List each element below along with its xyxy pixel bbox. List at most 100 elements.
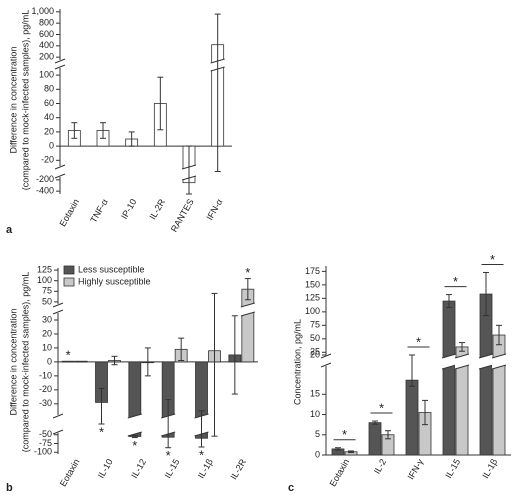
significance-star: *: [342, 427, 347, 442]
x-tick-label: IL-10: [96, 457, 115, 480]
y-tick-label: 125: [37, 264, 52, 274]
x-tick-label: Eotaxin: [58, 457, 82, 488]
y-tick-label: 10: [42, 342, 52, 352]
axis-break: [54, 164, 66, 170]
significance-star: *: [199, 447, 204, 462]
y-tick-label: -20: [39, 384, 52, 394]
y-tick-label: 20: [42, 328, 52, 338]
y-axis-label: (compared to mock-infected samples), pg/…: [20, 272, 30, 453]
y-tick-label: 5: [315, 429, 320, 439]
bar-break-line: [491, 364, 507, 370]
y-axis-label: Concentration, pg/mL: [292, 319, 302, 405]
y-tick-label: -30: [39, 398, 52, 408]
y-axis-label: (compared to mock-infected samples), pg/…: [20, 10, 30, 191]
bar: [492, 334, 506, 456]
y-tick-label: -75: [39, 438, 52, 448]
legend-swatch: [63, 277, 75, 287]
y-tick-label: -100: [34, 447, 52, 457]
legend-label: Highly susceptible: [78, 276, 151, 286]
bar: [368, 422, 382, 456]
y-tick-label: 400: [39, 40, 54, 50]
x-tick-label: RANTES: [169, 197, 196, 234]
bar-break: [455, 354, 469, 369]
axis-break: [52, 429, 64, 435]
y-tick-label: 0: [315, 449, 320, 459]
bar-break-line: [441, 364, 457, 370]
x-tick-label: IFN-γ: [406, 457, 426, 481]
bar-break-line: [240, 311, 255, 317]
panel-label: c: [288, 482, 294, 494]
x-tick-label: IL-12: [129, 457, 148, 480]
bar: [61, 360, 75, 363]
bar-break-line: [127, 431, 142, 437]
x-tick-label: IL-2: [372, 457, 388, 475]
y-tick-label: 150: [305, 279, 320, 289]
y-tick-label: 50: [42, 296, 52, 306]
y-tick-label: 175: [305, 266, 320, 276]
x-tick-label: TNF-α: [88, 197, 110, 224]
y-tick-label: -400: [36, 186, 54, 196]
significance-star: *: [416, 334, 421, 349]
y-tick-label: 125: [305, 293, 320, 303]
bar-break-line: [454, 353, 470, 359]
significance-star: *: [490, 252, 495, 267]
bar-break-line: [240, 302, 255, 308]
y-tick-label: 80: [44, 84, 54, 94]
axis-break: [52, 302, 64, 308]
significance-star: *: [166, 448, 171, 463]
bar: [442, 300, 456, 456]
x-tick-label: IFN-α: [204, 197, 224, 222]
significance-star: *: [99, 424, 104, 439]
y-tick-label: 10: [310, 409, 320, 419]
bar-break: [127, 414, 142, 436]
bar-break-line: [478, 364, 494, 370]
bar: [74, 360, 88, 363]
bar-break-line: [478, 353, 494, 359]
bar-break: [479, 354, 493, 369]
panel-label: a: [6, 224, 13, 236]
bar-break-line: [454, 364, 470, 370]
y-tick-label: 600: [39, 29, 54, 39]
panel-label: b: [6, 482, 13, 494]
y-tick-label: 75: [310, 320, 320, 330]
y-tick-label: 15: [310, 389, 320, 399]
axis-break: [52, 413, 64, 419]
bar-break: [442, 354, 456, 369]
y-tick-label: 75: [42, 286, 52, 296]
y-tick-label: 40: [44, 112, 54, 122]
bar-break-line: [491, 353, 507, 359]
x-tick-label: IL-1β: [480, 457, 499, 480]
y-tick-label: 0: [47, 356, 52, 366]
y-tick-label: -20: [41, 155, 54, 165]
y-tick-label: 20: [44, 126, 54, 136]
x-tick-label: Eotaxin: [328, 457, 352, 488]
x-tick-label: IL-2R: [147, 197, 167, 221]
significance-star: *: [453, 274, 458, 289]
y-tick-label: 200: [39, 52, 54, 62]
bar: [405, 379, 419, 456]
axis-break: [54, 64, 66, 70]
axis-break: [320, 353, 332, 359]
x-tick-label: IP-10: [119, 197, 138, 221]
x-tick-label: IL-2R: [228, 457, 248, 481]
y-tick-label: 100: [37, 275, 52, 285]
y-tick-label: -10: [39, 370, 52, 380]
axis-break: [54, 173, 66, 179]
x-tick-label: IL-15: [443, 457, 462, 480]
significance-star: *: [132, 438, 137, 453]
y-tick-label: 100: [39, 69, 54, 79]
bar-break-line: [441, 353, 457, 359]
bar-break: [492, 354, 506, 369]
bar: [479, 293, 493, 456]
significance-star: *: [379, 400, 384, 415]
y-tick-label: -50: [39, 429, 52, 439]
significance-star: *: [66, 348, 71, 363]
y-tick-label: 30: [42, 314, 52, 324]
y-tick-label: 25: [310, 347, 320, 357]
y-tick-label: 20: [310, 349, 320, 359]
axis-break: [52, 309, 64, 315]
legend-swatch: [63, 265, 75, 275]
y-tick-label: 50: [310, 333, 320, 343]
y-axis-label: Difference in concentration: [8, 47, 18, 154]
